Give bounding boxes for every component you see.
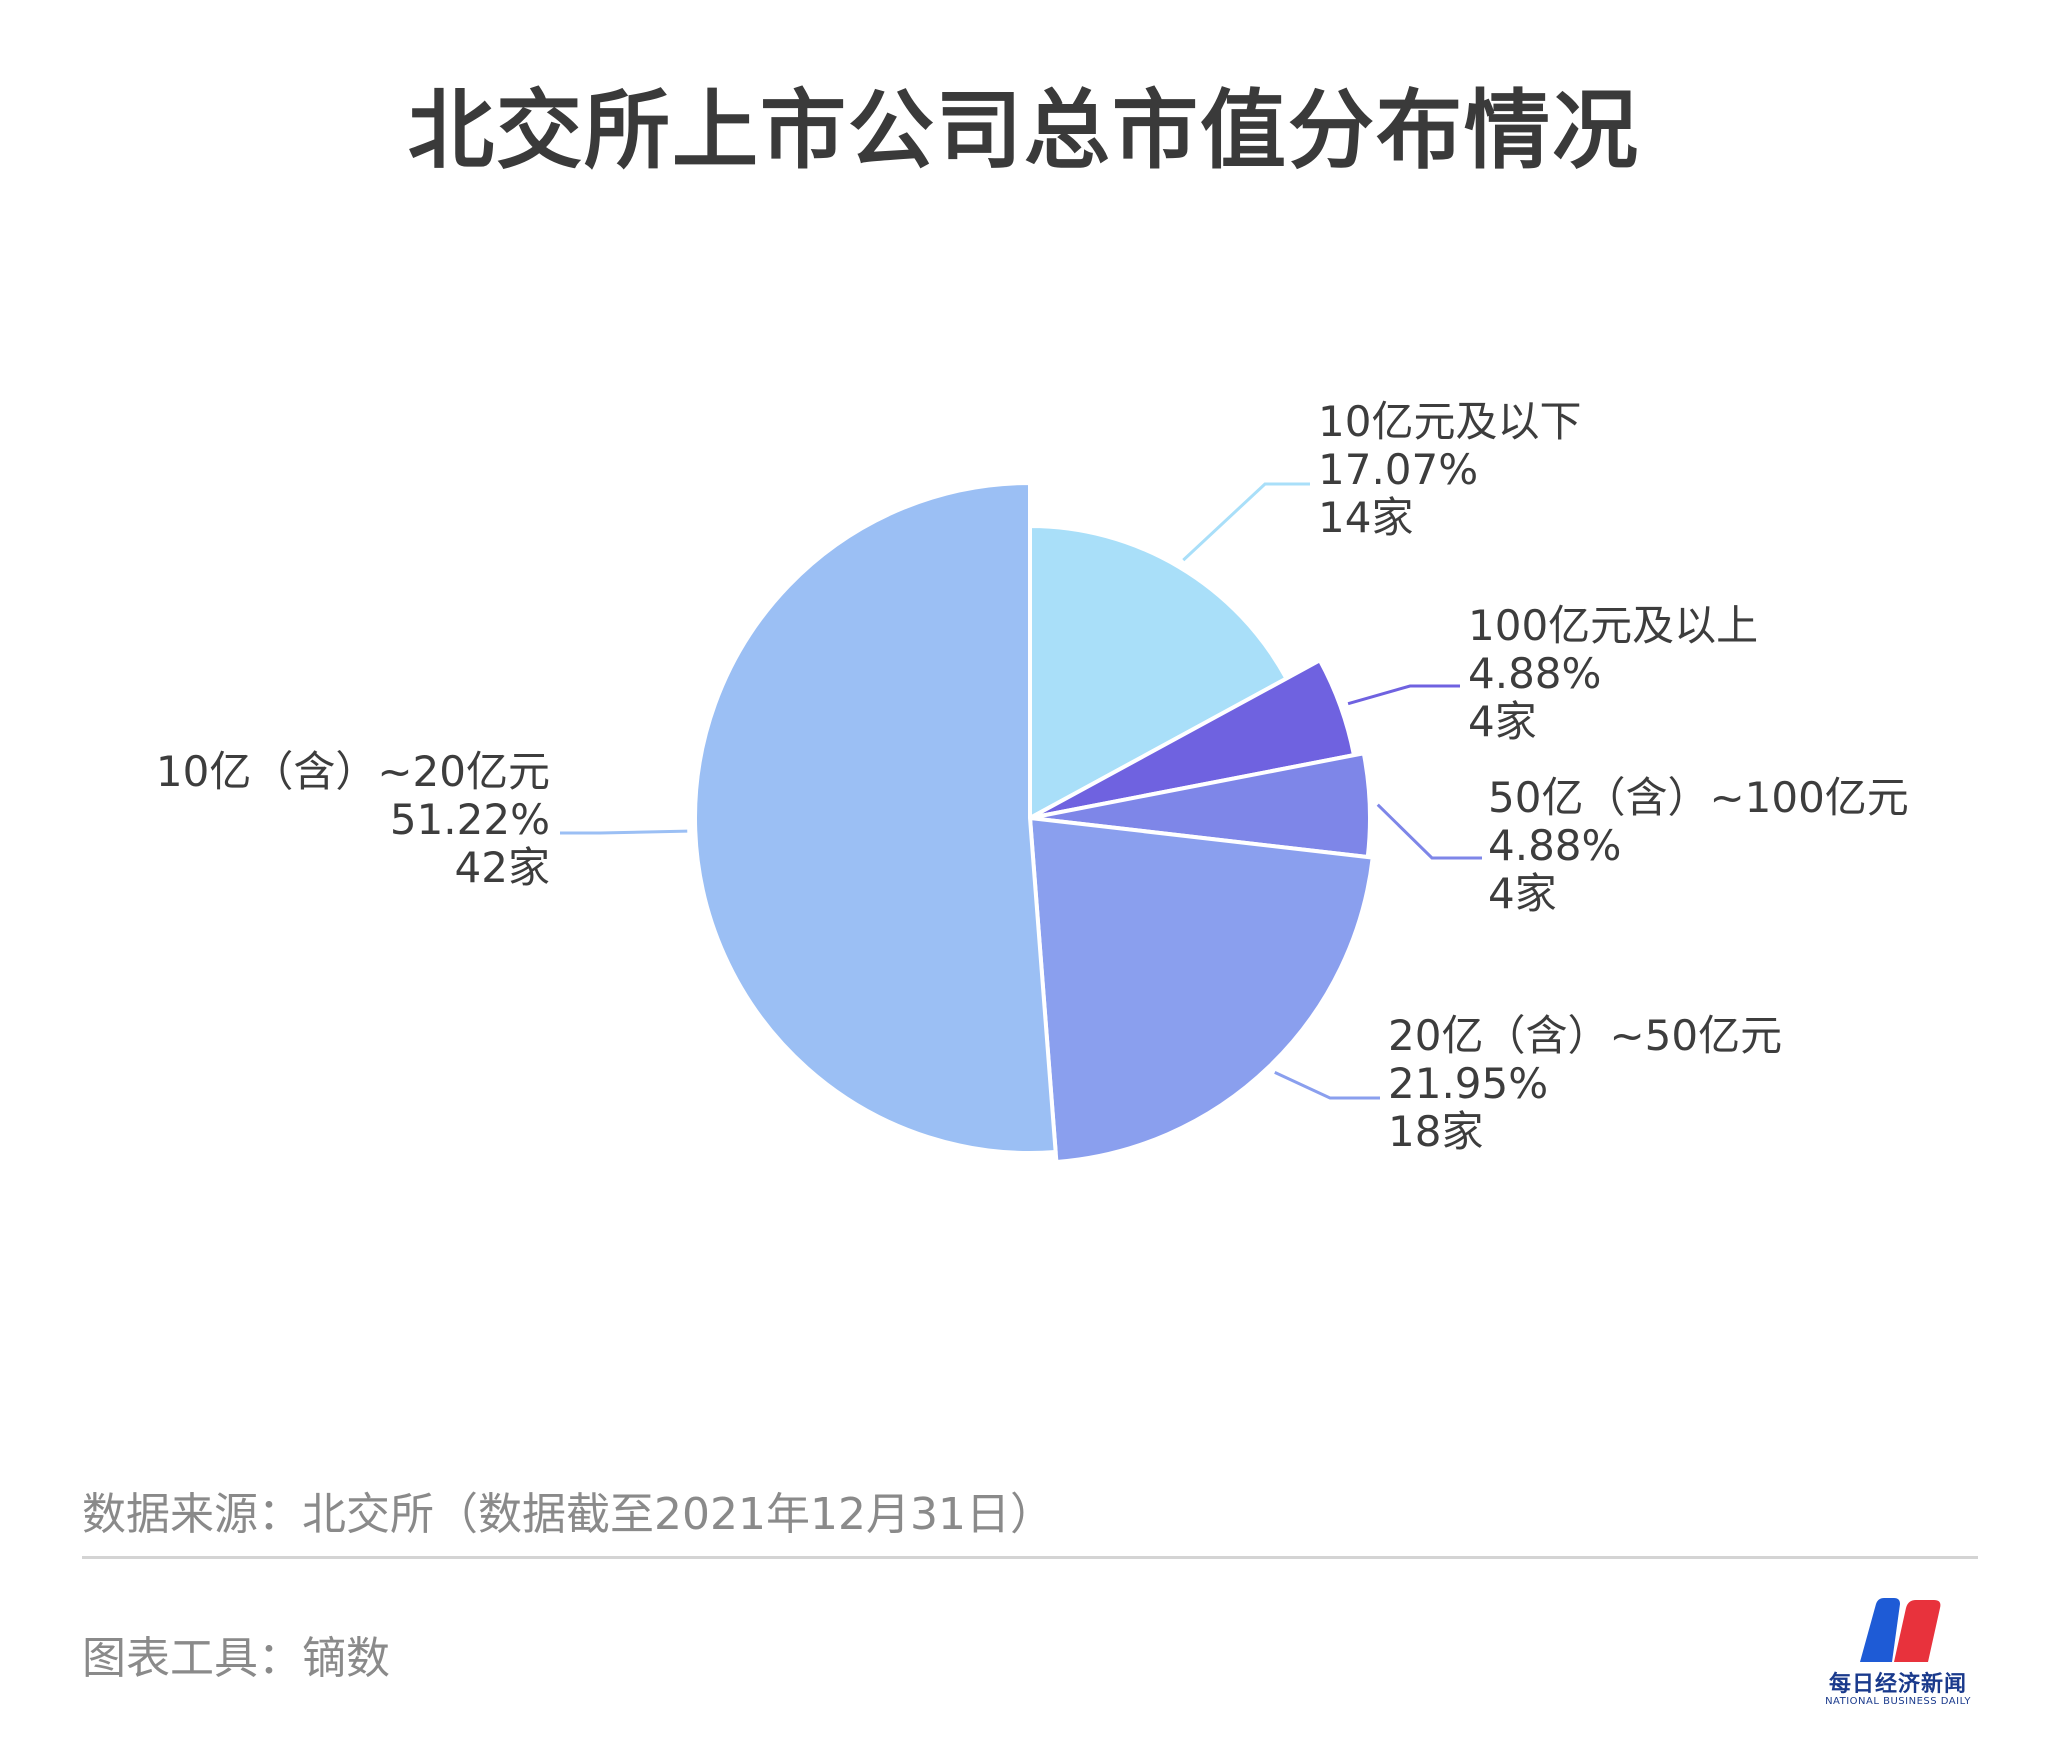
nbd-logo: 每日经济新闻 NATIONAL BUSINESS DAILY xyxy=(1818,1598,1978,1716)
slice-label-4: 10亿（含）~20亿元 51.22% 42家 xyxy=(156,747,550,892)
logo-name-cn: 每日经济新闻 xyxy=(1828,1672,1967,1697)
slice-label-1: 100亿元及以上 4.88% 4家 xyxy=(1468,601,1758,746)
pie-slice-4 xyxy=(693,481,1058,1155)
slice-percent-4: 51.22% xyxy=(390,795,550,844)
slice-percent-3: 21.95% xyxy=(1388,1059,1548,1108)
slice-count-2: 4家 xyxy=(1488,869,1557,918)
slice-category-2: 50亿（含）~100亿元 xyxy=(1488,773,1909,822)
slice-percent-1: 4.88% xyxy=(1468,649,1601,698)
logo-name-en: NATIONAL BUSINESS DAILY xyxy=(1825,1696,1971,1707)
chart-tool-note: 图表工具：镝数 xyxy=(82,1633,390,1684)
slice-category-0: 10亿元及以下 xyxy=(1318,397,1581,446)
leader-line-1 xyxy=(1347,684,1460,706)
pie-slice-3 xyxy=(1028,816,1375,1164)
slice-category-1: 100亿元及以上 xyxy=(1468,601,1758,650)
leader-line-0 xyxy=(1182,482,1310,562)
slice-count-0: 14家 xyxy=(1318,493,1413,542)
slice-count-4: 42家 xyxy=(455,843,550,892)
slice-count-3: 18家 xyxy=(1388,1107,1483,1156)
footer-divider xyxy=(82,1556,1978,1559)
leader-line-4 xyxy=(560,829,688,835)
slice-count-1: 4家 xyxy=(1468,697,1537,746)
slice-label-2: 50亿（含）~100亿元 4.88% 4家 xyxy=(1488,773,1909,918)
slice-label-0: 10亿元及以下 17.07% 14家 xyxy=(1318,397,1581,542)
pie-slice-0 xyxy=(1028,524,1289,820)
chart-title: 北交所上市公司总市值分布情况 xyxy=(408,81,1640,181)
slice-category-3: 20亿（含）~50亿元 xyxy=(1388,1011,1782,1060)
slice-percent-0: 17.07% xyxy=(1318,445,1478,494)
slice-label-3: 20亿（含）~50亿元 21.95% 18家 xyxy=(1388,1011,1782,1156)
leader-line-3 xyxy=(1274,1070,1380,1100)
slice-percent-2: 4.88% xyxy=(1488,821,1621,870)
nbd-logo-icon xyxy=(1860,1598,1941,1662)
leader-line-2 xyxy=(1376,803,1482,860)
data-source-note: 数据来源：北交所（数据截至2021年12月31日） xyxy=(82,1489,1054,1540)
slice-category-4: 10亿（含）~20亿元 xyxy=(156,747,550,796)
